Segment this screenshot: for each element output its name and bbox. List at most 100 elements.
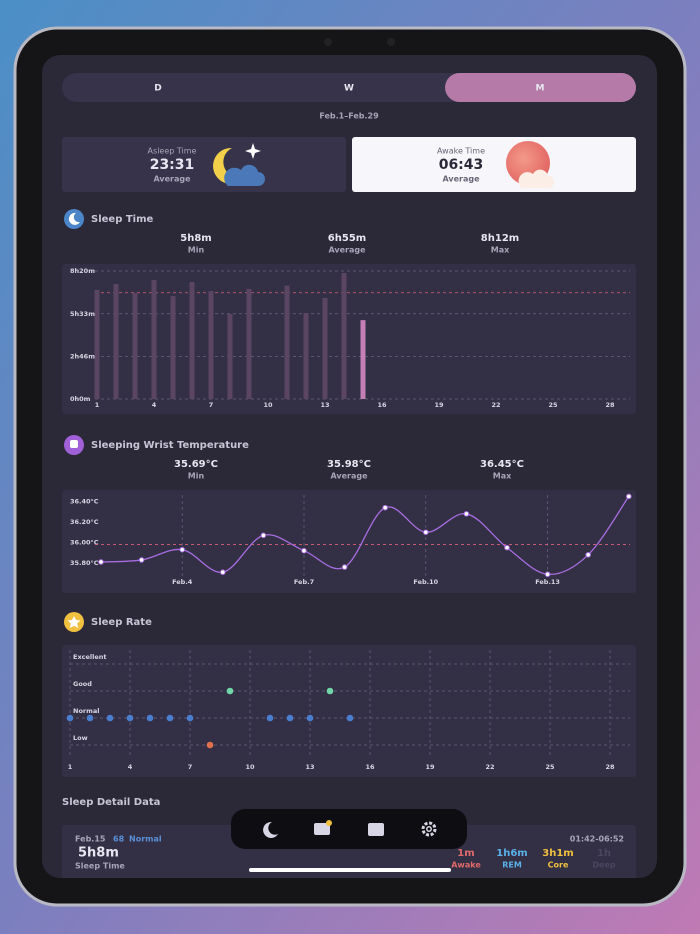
stat-label: Average [330,472,368,481]
stat-value: 36.45°C [480,459,524,470]
bar [360,320,366,399]
selected-tab[interactable] [445,73,636,102]
tab-icon-sleep[interactable] [263,821,278,838]
x-tick-label: 1 [68,763,73,771]
y-tick-label: Excellent [73,653,107,661]
section-icon-glyph [68,212,80,225]
x-tick-label: 4 [152,401,157,409]
card [62,137,346,192]
x-tick-label: 7 [209,401,214,409]
x-tick-label: 22 [485,763,494,771]
tab-icon-settings[interactable] [421,821,437,837]
stat-value: 6h55m [328,233,366,244]
point [260,532,267,539]
point [226,687,234,695]
point [86,714,94,722]
point [186,714,194,722]
x-tick-label: 19 [425,763,435,771]
x-tick-label: 25 [548,401,558,409]
x-tick-label: 13 [305,763,314,771]
stat-label: Max [491,246,510,255]
section-title: Sleep Rate [91,617,152,628]
bar [151,279,157,399]
moon-icon [213,147,246,184]
stages: 1m Awake 1h6m REM 3h1m Core 1h Deep [451,848,616,870]
stage-name: Core [548,861,569,870]
card-label: Asleep Time [148,147,197,156]
stage-value: 3h1m [542,848,573,859]
detail-duration-label: Sleep Time [75,862,125,871]
point [585,552,592,558]
bar [284,285,290,399]
sparkle-icon [245,143,261,159]
tab-icon-badge [326,820,332,826]
point [382,504,389,511]
point [463,511,470,517]
tab[interactable]: M [536,84,545,94]
stage-name: Deep [592,861,615,870]
detail-card[interactable] [62,825,636,895]
x-tick-label: 22 [491,401,500,409]
y-tick-label: Normal [73,707,100,715]
bar [132,293,138,399]
stat-label: Min [188,246,205,255]
tab[interactable]: D [154,84,161,94]
point [98,559,104,565]
y-tick-label: 0h0m [70,395,91,403]
x-tick-label: Feb.10 [413,578,438,586]
point [220,569,226,576]
x-tick-label: 28 [605,763,615,771]
stage-name: Awake [451,861,481,870]
x-tick-label: 16 [377,401,387,409]
y-tick-label: 36.40°C [70,498,99,506]
stage-name: REM [502,861,522,870]
stage-value: 1h6m [496,848,527,859]
tab[interactable]: W [344,84,354,94]
y-tick-label: 35.80°C [70,559,99,567]
stat-label: Max [493,472,512,481]
camera [324,38,332,46]
stat-value: 35.98°C [327,459,371,470]
point [326,687,334,695]
x-tick-label: 16 [365,763,375,771]
x-tick-label: Feb.7 [294,578,314,586]
bar [208,290,214,399]
point [341,564,348,570]
detail-time-range: 01:42-06:52 [570,835,624,844]
stat-value: 8h12m [481,233,519,244]
stage-value: 1m [457,848,474,859]
home-indicator[interactable] [249,868,451,872]
point [138,557,145,563]
bar [94,289,100,399]
point [286,714,294,722]
point [146,714,154,722]
bar [303,312,309,399]
cloud-icon [224,164,265,186]
sensor [387,38,395,46]
card [352,137,636,192]
point [206,741,214,749]
x-tick-label: 19 [434,401,444,409]
bar [113,284,119,399]
tab-icon-stats[interactable] [314,823,330,835]
stat-label: Average [328,246,366,255]
card-value: 23:31 [150,157,195,173]
detail-date: Feb.15 [75,835,106,844]
cloud-icon [518,169,554,188]
y-tick-label: Low [73,734,88,742]
y-tick-label: 36.00°C [70,539,99,547]
point [106,714,114,722]
chart-panel [62,264,636,414]
bar [189,282,195,399]
point [306,714,314,722]
tab-icon-calendar[interactable] [368,823,384,836]
chart-panel [62,645,636,777]
y-tick-label: 36.20°C [70,518,99,526]
x-tick-label: 7 [188,763,193,771]
date-range: Feb.1–Feb.29 [319,112,379,121]
bar [170,296,176,399]
stat-label: Min [188,472,205,481]
y-tick-label: Good [73,680,92,688]
y-tick-label: 2h46m [70,353,95,361]
chart-panel [62,490,636,593]
